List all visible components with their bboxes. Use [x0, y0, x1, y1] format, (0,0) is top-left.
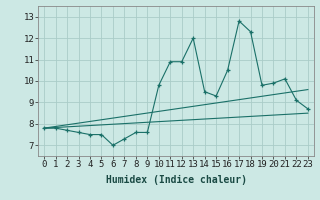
- X-axis label: Humidex (Indice chaleur): Humidex (Indice chaleur): [106, 175, 246, 185]
